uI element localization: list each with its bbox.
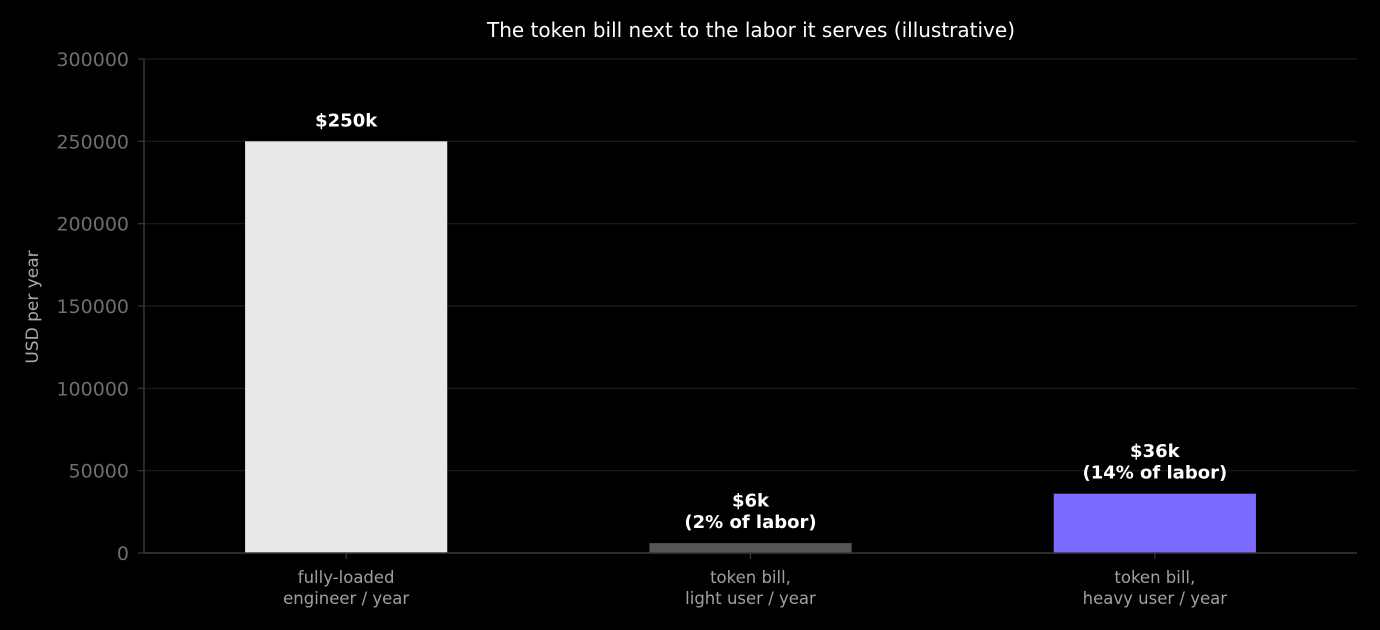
bar-value-label-line: (14% of labor): [1082, 463, 1227, 484]
bars: [245, 141, 1256, 554]
y-tick-label: 200000: [56, 214, 129, 236]
bar-value-label-line: $6k: [732, 491, 770, 512]
y-tick-label: 50000: [69, 461, 129, 483]
bar-value-label-line: $36k: [1130, 441, 1181, 462]
x-tick-label-line: light user / year: [685, 589, 816, 608]
bar-value-label: $6k (2% of labor): [684, 491, 816, 534]
x-tick-label-line: token bill,: [710, 568, 791, 587]
x-tick-label-line: token bill,: [1114, 568, 1195, 587]
bar-value-label-line: (2% of labor): [684, 512, 816, 533]
y-tick-label: 0: [117, 543, 129, 565]
bar-value-label: $36k (14% of labor): [1082, 441, 1227, 484]
bar: [245, 141, 448, 554]
axes: [138, 58, 1357, 559]
bar: [649, 543, 852, 553]
tick-labels: 0 50000 100000 150000 200000 250000 300000 full…: [56, 49, 1227, 608]
x-tick-label: token bill, light user / year: [685, 568, 816, 608]
bar-value-label: $250k: [315, 110, 378, 131]
x-tick-label-line: engineer / year: [283, 589, 409, 608]
data-labels: $250k $6k (2% of labor) $36k (14% of labor): [315, 110, 1227, 533]
x-tick-label: token bill, heavy user / year: [1083, 568, 1228, 608]
bar: [1053, 493, 1256, 553]
x-tick-label-line: fully-loaded: [298, 568, 395, 587]
y-axis-label: USD per year: [23, 250, 43, 363]
y-tick-label: 300000: [56, 49, 129, 71]
y-tick-label: 150000: [56, 296, 129, 318]
y-tick-label: 100000: [56, 378, 129, 400]
bar-value-label-line: $250k: [315, 110, 378, 131]
x-tick-label-line: heavy user / year: [1083, 589, 1228, 608]
chart-title: The token bill next to the labor it serv…: [486, 18, 1015, 42]
x-tick-label: fully-loaded engineer / year: [283, 568, 409, 608]
y-tick-label: 250000: [56, 131, 129, 153]
